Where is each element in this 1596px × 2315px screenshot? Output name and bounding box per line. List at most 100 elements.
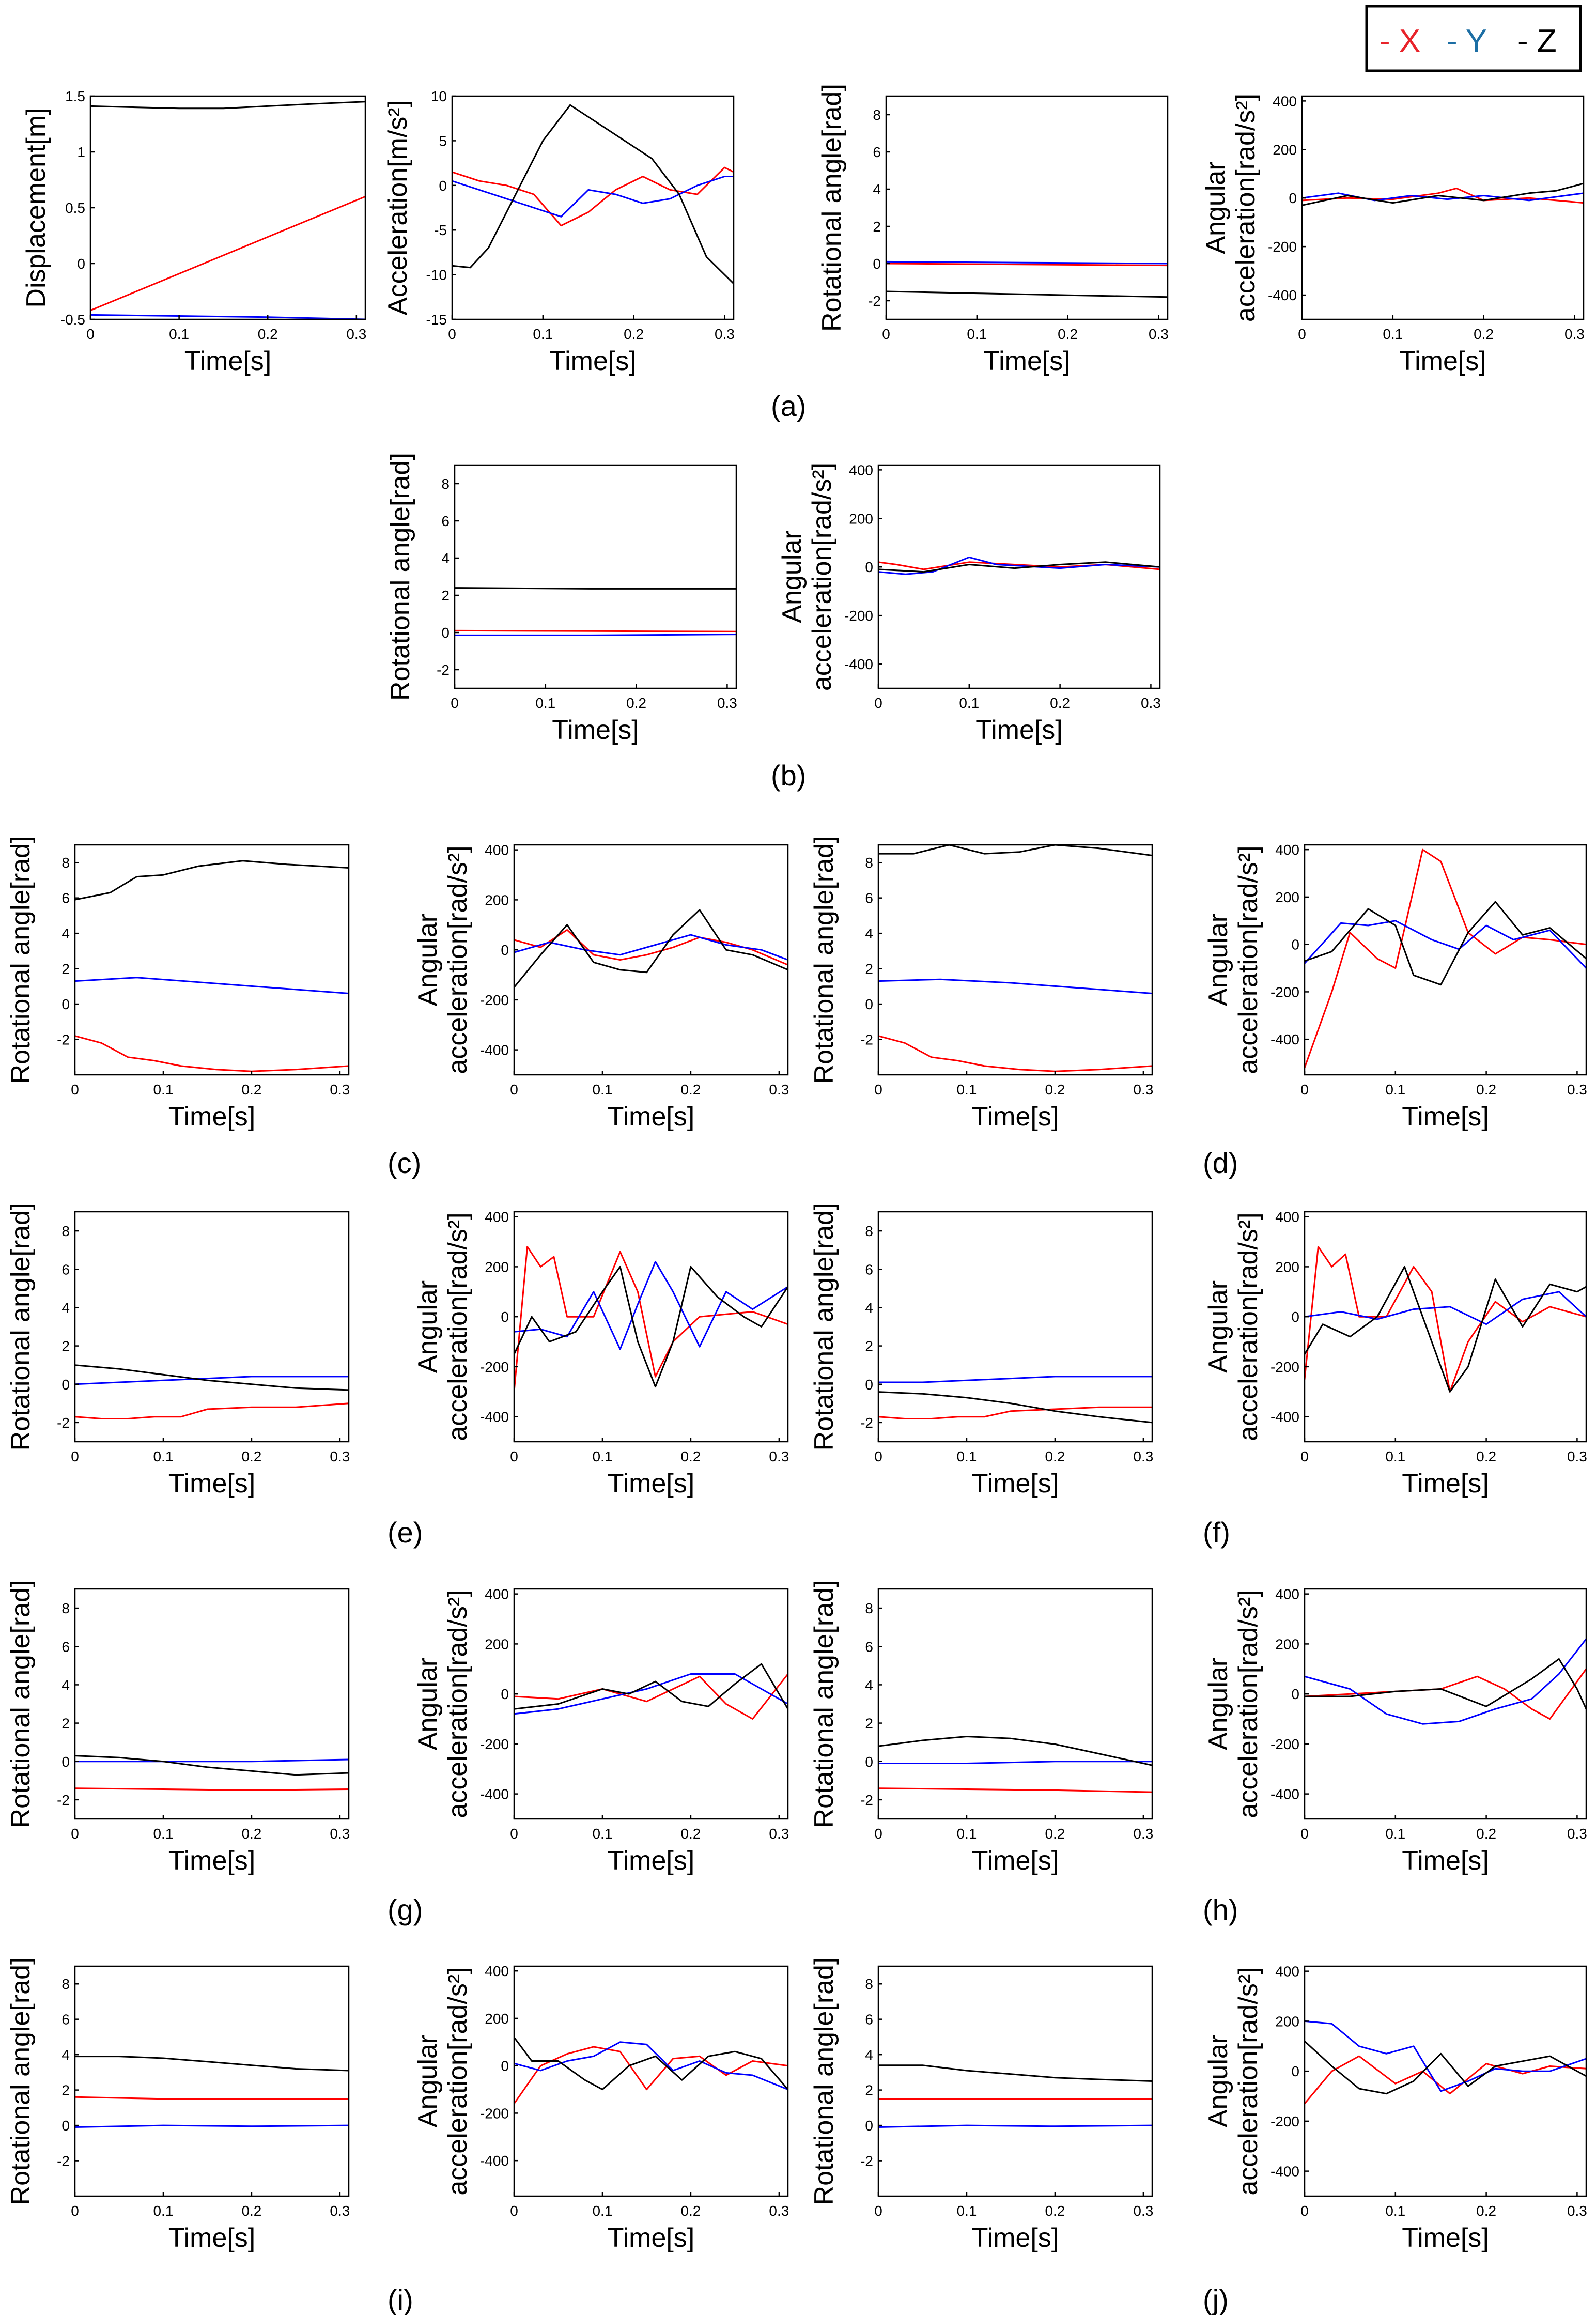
- x-axis-label-a-ang: Time[s]: [1399, 346, 1486, 376]
- y-tick-label-a-disp-4: 1.5: [65, 88, 85, 104]
- x-tick-label-d-rot-3: 0.3: [1133, 1082, 1153, 1098]
- y-axis-label-h-rot: Rotational angle[rad]: [809, 1580, 839, 1828]
- x-tick-label-g-rot-3: 0.3: [330, 1826, 350, 1842]
- y-tick-label-b-rot-1: 0: [441, 625, 450, 641]
- series-b-rot-y: [455, 634, 736, 636]
- x-axis-label-a-acc: Time[s]: [549, 346, 637, 376]
- x-tick-label-c-ang-3: 0.3: [769, 1082, 789, 1098]
- x-tick-label-e-rot-1: 0.1: [153, 1448, 173, 1464]
- axis-frame-e-ang: [513, 1211, 789, 1443]
- y-tick-label-g-rot-5: 8: [61, 1600, 70, 1616]
- y-tick-label-h-ang-4: 400: [1275, 1586, 1299, 1602]
- x-tick-label-g-ang-2: 0.2: [680, 1826, 701, 1842]
- x-tick-label-a-acc-0: 0: [448, 326, 456, 342]
- x-tick-label-j-rot-2: 0.2: [1045, 2203, 1065, 2219]
- y-axis-label-b-rot: Rotational angle[rad]: [385, 453, 415, 701]
- series-b-ang-y: [878, 556, 1160, 575]
- series-b-rot-z: [455, 587, 736, 590]
- y-axis-label-g-ang-line2: acceleration[rad/s²]: [443, 1589, 473, 1818]
- y-tick-label-g-ang-3: 200: [485, 1636, 509, 1652]
- x-axis-label-d-ang: Time[s]: [1402, 1102, 1489, 1132]
- x-tick-label-j-rot-1: 0.1: [956, 2203, 977, 2219]
- series-e-ang-x: [514, 1246, 788, 1393]
- axis-frame-d-rot: [877, 844, 1153, 1076]
- y-tick-label-f-rot-2: 2: [865, 1338, 873, 1354]
- y-tick-label-a-acc-0: -15: [426, 312, 447, 328]
- y-tick-label-h-rot-0: -2: [860, 1792, 873, 1808]
- y-axis-label-c-rot: Rotational angle[rad]: [6, 836, 36, 1084]
- y-tick-label-c-rot-5: 8: [61, 855, 70, 871]
- chart-g-ang: 0 0.1 0.2 0.3 -400 -200 0 200 400 Time[s] Angular a…: [413, 1586, 789, 1876]
- y-tick-label-d-ang-1: -200: [1270, 984, 1299, 1000]
- series-h-rot-z: [878, 1736, 1152, 1766]
- y-axis-label-a-ang-line2: acceleration[rad/s²]: [1231, 94, 1261, 322]
- y-tick-label-g-ang-1: -200: [480, 1736, 509, 1752]
- caption-e: (e): [388, 1516, 423, 1549]
- chart-c-ang: 0 0.1 0.2 0.3 -400 -200 0 200 400 Time[s] Angular a…: [413, 842, 789, 1132]
- axis-frame-e-rot: [74, 1211, 350, 1443]
- y-tick-label-c-ang-3: 200: [485, 892, 509, 908]
- x-tick-label-b-ang-0: 0: [874, 695, 882, 711]
- y-tick-label-g-rot-1: 0: [61, 1754, 70, 1770]
- y-tick-label-j-rot-1: 0: [865, 2118, 873, 2134]
- x-axis-label-f-ang: Time[s]: [1402, 1469, 1489, 1499]
- x-tick-label-i-rot-0: 0: [71, 2203, 79, 2219]
- y-tick-label-i-rot-2: 2: [61, 2082, 70, 2098]
- x-tick-label-g-rot-2: 0.2: [241, 1826, 261, 1842]
- chart-b-ang: 0 0.1 0.2 0.3 -400 -200 0 200 400 Time[s] Angular a…: [777, 462, 1161, 745]
- series-i-ang-y: [514, 2041, 788, 2091]
- x-tick-label-i-ang-0: 0: [510, 2203, 518, 2219]
- series-a-acc-y: [452, 176, 734, 218]
- y-tick-label-j-ang-1: -200: [1270, 2113, 1299, 2129]
- x-axis-label-i-rot: Time[s]: [168, 2223, 256, 2253]
- y-tick-label-a-acc-1: -10: [426, 267, 447, 283]
- series-a-ang-x: [1302, 187, 1584, 204]
- chart-a-rot: 0 0.1 0.2 0.3 -2 0 2 4 6 8 Time[s] Rotational angle…: [817, 84, 1169, 376]
- axis-frame-j-rot: [877, 1965, 1153, 2197]
- y-axis-label-g-rot: Rotational angle[rad]: [6, 1580, 36, 1828]
- y-axis-label-i-rot: Rotational angle[rad]: [6, 1957, 36, 2205]
- x-tick-label-j-ang-2: 0.2: [1476, 2203, 1496, 2219]
- x-tick-label-h-ang-3: 0.3: [1567, 1826, 1587, 1842]
- series-a-ang-z: [1302, 182, 1584, 206]
- x-axis-label-f-rot: Time[s]: [972, 1469, 1059, 1499]
- series-d-rot-y: [878, 978, 1152, 994]
- x-tick-label-c-rot-2: 0.2: [241, 1082, 261, 1098]
- series-f-ang-y: [1305, 1291, 1586, 1325]
- x-axis-label-j-rot: Time[s]: [972, 2223, 1059, 2253]
- axis-frame-a-disp: [89, 95, 366, 320]
- y-tick-label-f-rot-3: 4: [865, 1300, 873, 1316]
- series-b-ang-z: [878, 561, 1160, 573]
- chart-f-rot: 0 0.1 0.2 0.3 -2 0 2 4 6 8 Time[s] Rotational angle…: [809, 1203, 1153, 1499]
- chart-f-ang: 0 0.1 0.2 0.3 -400 -200 0 200 400 Time[s] Angular a…: [1203, 1209, 1587, 1499]
- chart-g-rot: 0 0.1 0.2 0.3 -2 0 2 4 6 8 Time[s] Rotational angle…: [6, 1580, 350, 1876]
- x-axis-label-g-ang: Time[s]: [608, 1846, 695, 1876]
- x-axis-label-b-rot: Time[s]: [552, 715, 639, 745]
- chart-j-rot: 0 0.1 0.2 0.3 -2 0 2 4 6 8 Time[s] Rotational angle…: [809, 1957, 1153, 2253]
- x-tick-label-e-ang-2: 0.2: [680, 1448, 701, 1464]
- y-tick-label-a-rot-2: 2: [873, 219, 881, 235]
- y-tick-label-i-rot-3: 4: [61, 2047, 70, 2063]
- x-tick-label-f-rot-2: 0.2: [1045, 1448, 1065, 1464]
- x-tick-label-a-ang-0: 0: [1298, 326, 1306, 342]
- x-tick-label-h-ang-1: 0.1: [1385, 1826, 1405, 1842]
- y-tick-label-d-rot-3: 4: [865, 925, 873, 942]
- y-tick-label-d-rot-5: 8: [865, 855, 873, 871]
- x-tick-label-f-ang-3: 0.3: [1567, 1448, 1587, 1464]
- y-tick-label-i-rot-1: 0: [61, 2118, 70, 2134]
- x-tick-label-i-ang-3: 0.3: [769, 2203, 789, 2219]
- y-tick-label-b-rot-3: 4: [441, 550, 450, 566]
- x-tick-label-g-rot-0: 0: [71, 1826, 79, 1842]
- y-tick-label-a-disp-2: 0.5: [65, 200, 85, 216]
- y-tick-label-i-ang-4: 400: [485, 1963, 509, 1979]
- y-tick-label-e-ang-0: -400: [480, 1409, 509, 1425]
- y-tick-label-g-ang-2: 0: [501, 1686, 509, 1702]
- series-h-ang-y: [1305, 1638, 1586, 1725]
- y-tick-label-h-rot-5: 8: [865, 1600, 873, 1616]
- x-tick-label-b-rot-2: 0.2: [626, 695, 646, 711]
- y-tick-label-a-rot-5: 8: [873, 107, 881, 123]
- y-tick-label-f-rot-1: 0: [865, 1377, 873, 1393]
- axis-frame-g-rot: [74, 1588, 350, 1820]
- x-tick-label-j-rot-3: 0.3: [1133, 2203, 1153, 2219]
- y-tick-label-f-ang-2: 0: [1291, 1309, 1299, 1325]
